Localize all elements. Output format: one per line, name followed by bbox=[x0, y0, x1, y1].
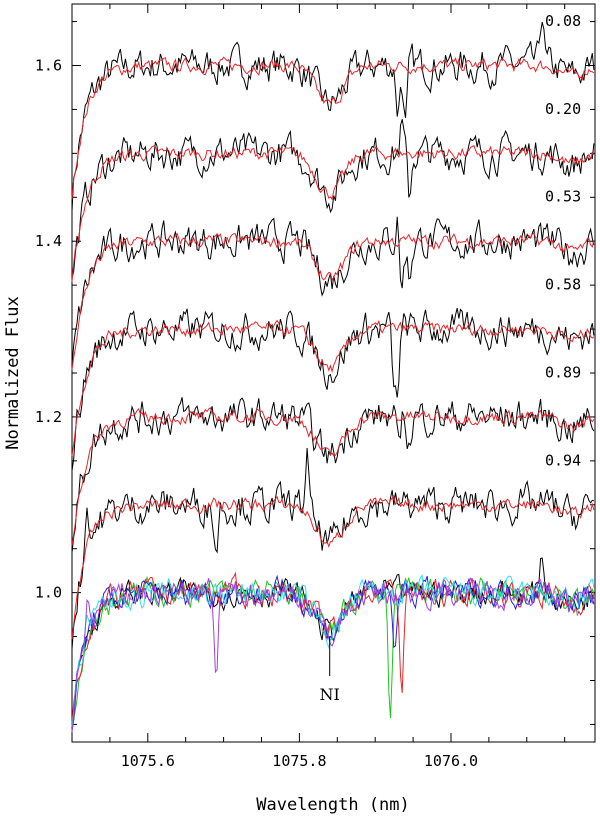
series-line-3 bbox=[71, 144, 595, 282]
series-line-15 bbox=[71, 574, 595, 730]
y-tick-label: 1.4 bbox=[35, 232, 62, 250]
y-tick-label: 1.0 bbox=[35, 584, 62, 602]
y-tick-labels: 1.0 1.2 1.4 1.6 bbox=[35, 57, 62, 602]
phase-labels: 0.08 0.20 0.53 0.58 0.89 0.94 bbox=[545, 12, 581, 469]
x-tick-label: 1075.6 bbox=[121, 752, 175, 770]
series-line-1 bbox=[71, 56, 595, 200]
series-line-10 bbox=[71, 447, 595, 650]
phase-label: 0.58 bbox=[545, 276, 581, 294]
ni-label: NI bbox=[320, 685, 340, 704]
series-line-17 bbox=[71, 577, 595, 733]
series-line-9 bbox=[71, 406, 595, 546]
series-line-0 bbox=[71, 21, 595, 212]
ni-annotation: NI bbox=[320, 636, 340, 704]
phase-label: 0.08 bbox=[545, 12, 581, 30]
x-tick-label: 1075.8 bbox=[272, 752, 326, 770]
y-tick-label: 1.2 bbox=[35, 408, 62, 426]
series-line-11 bbox=[71, 494, 595, 640]
x-tick-labels: 1075.6 1075.8 1076.0 bbox=[121, 752, 478, 770]
series-line-5 bbox=[71, 232, 595, 370]
series-line-8 bbox=[71, 397, 595, 553]
phase-label: 0.94 bbox=[545, 451, 581, 469]
series-line-2 bbox=[71, 119, 595, 278]
series-line-4 bbox=[71, 216, 595, 365]
phase-label: 0.53 bbox=[545, 188, 581, 206]
series-layer bbox=[71, 21, 595, 733]
series-line-6 bbox=[71, 307, 595, 471]
phase-label: 0.20 bbox=[545, 100, 581, 118]
phase-label: 0.89 bbox=[545, 363, 581, 381]
y-axis-label: Normalized Flux bbox=[3, 296, 23, 450]
y-tick-label: 1.6 bbox=[35, 57, 62, 75]
series-line-7 bbox=[71, 319, 595, 456]
series-line-16 bbox=[71, 574, 595, 727]
x-tick-label: 1076.0 bbox=[424, 752, 478, 770]
x-axis-label: Wavelength (nm) bbox=[256, 795, 410, 815]
